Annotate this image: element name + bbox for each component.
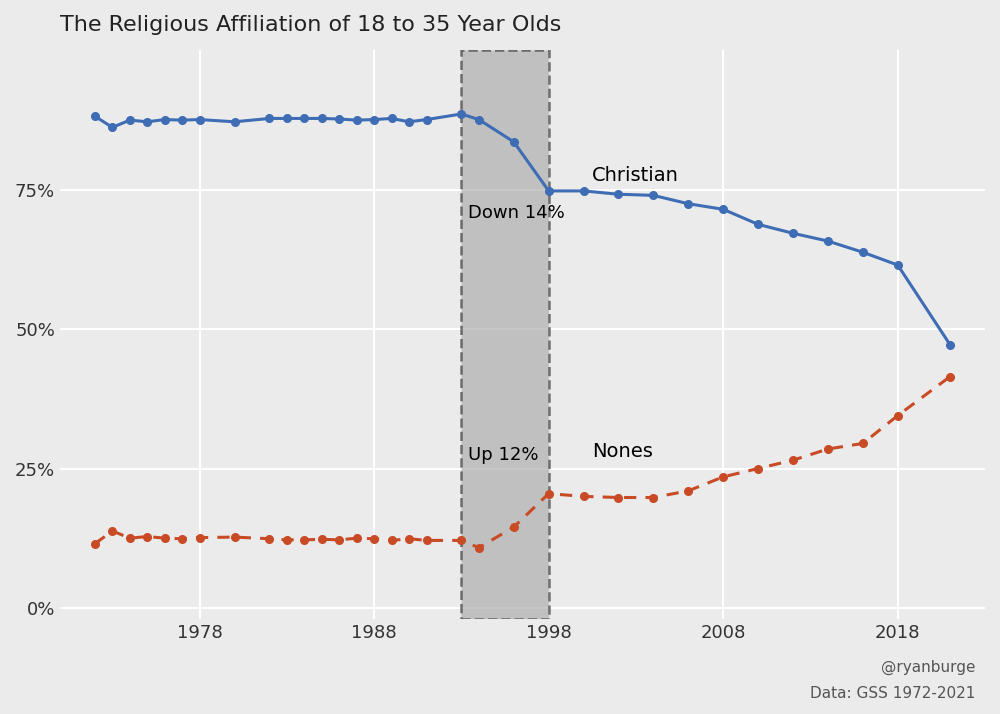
Text: Nones: Nones [592, 443, 653, 461]
Bar [461, 51, 549, 619]
Text: The Religious Affiliation of 18 to 35 Year Olds: The Religious Affiliation of 18 to 35 Ye… [60, 15, 561, 35]
Text: @ryanburge: @ryanburge [881, 660, 975, 675]
Text: Data: GSS 1972-2021: Data: GSS 1972-2021 [810, 686, 975, 701]
Text: Up 12%: Up 12% [468, 446, 539, 464]
Text: Christian: Christian [592, 166, 679, 186]
Text: Down 14%: Down 14% [468, 203, 565, 221]
